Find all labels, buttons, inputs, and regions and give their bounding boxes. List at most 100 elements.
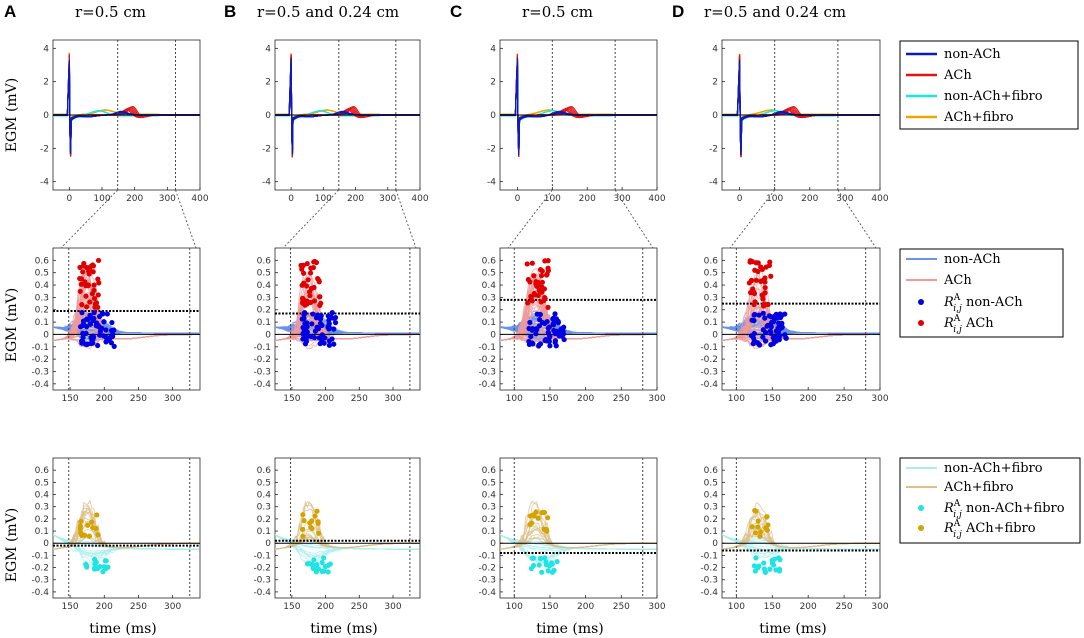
egm-zoom-c-xtick-label-0: 100 (506, 394, 523, 404)
egm-zoom-b-dot-ach-24 (300, 270, 307, 276)
legend-label-nonach: non-ACh (944, 47, 1001, 62)
egm-full-c-ach-trace-0 (500, 57, 657, 157)
egm-full-d-non-trace-5 (722, 63, 880, 156)
egm-zoom-fibro-d-ytick-label-10: 0.6 (704, 466, 719, 476)
egm-zoom-fibro-c-xtick-label-0: 100 (506, 602, 523, 612)
legend-label-ach-zoom: ACh (943, 273, 972, 288)
egm-zoom-fibro-d-ytick-label-7: 0.3 (704, 503, 718, 513)
egm-zoom-c-dot-ach-31 (534, 283, 540, 289)
egm-zoom-fibro-d-ytick-label-5: 0.1 (704, 527, 718, 537)
egm-zoom-fibro-d-xtick-label-2: 200 (800, 602, 817, 612)
egm-zoom-fibro-d-dot-nonach-5 (753, 555, 759, 561)
egm-full-a-nonf-trace-0 (53, 57, 200, 156)
egm-full-c-achf-trace-5 (500, 56, 657, 154)
egm-zoom-fibro-d-ytick-label-4: 0 (712, 539, 718, 549)
egm-zoom-b-dot-nonach-36 (326, 326, 332, 332)
egm-zoom-fibro-b-dot-ach-9 (309, 518, 315, 524)
egm-zoom-b-dot-nonach-39 (311, 334, 317, 341)
egm-zoom-fibro-d-xtick-label-1: 150 (764, 602, 781, 612)
egm-zoom-fibro-b-xtick-label-2: 250 (351, 602, 368, 612)
egm-zoom-a-dot-nonach-44 (97, 332, 103, 338)
egm-full-a-non-trace-4 (53, 62, 200, 154)
egm-full-a-ach-trace-3 (53, 56, 200, 155)
egm-zoom-a-dot-ach-29 (92, 304, 98, 310)
egm-zoom-a-ytick-label-6: 0.2 (35, 306, 49, 316)
egm-full-a-ach-trace-5 (53, 57, 200, 156)
egm-zoom-b-dot-nonach-43 (304, 320, 310, 326)
egm-zoom-d-dot-nonach-18 (769, 319, 775, 326)
egm-full-b-ytick-label-3: 2 (265, 78, 271, 88)
egm-zoom-b-dot-nonach-31 (317, 316, 324, 322)
egm-full-b-non-trace-2 (275, 58, 420, 151)
egm-full-c-non-trace-2 (500, 60, 657, 155)
egm-full-d-ach-trace-2 (722, 55, 880, 158)
egm-full-b-traces (275, 53, 420, 158)
egm-full-a-achf-trace-4 (53, 52, 200, 157)
egm-zoom-fibro-a-ytick-label-3: -0.1 (31, 551, 49, 561)
egm-zoom-d-dot-ach-18 (753, 277, 759, 283)
egm-zoom-c-dot-nonach-59 (547, 334, 553, 340)
egm-zoom-fibro-d-dot-ach-2 (753, 530, 759, 536)
egm-zoom-c-dot-nonach-50 (529, 327, 535, 333)
egm-zoom-a-dot-nonach-17 (103, 327, 109, 333)
egm-zoom-d-dot-ach-21 (758, 278, 764, 285)
egm-zoom-fibro-c-dot-nonach-10 (530, 562, 537, 569)
egm-zoom-fibro-b-ytick-label-9: 0.5 (257, 478, 271, 488)
egm-zoom-a-dot-nonach-47 (82, 341, 89, 347)
egm-zoom-fibro-d-ytick-label-1: -0.3 (700, 576, 718, 586)
egm-full-a: 0 100 200 300 400 -4 -2 0 2 4 (40, 39, 209, 204)
egm-full-a-ach-trace-2 (53, 55, 200, 157)
egm-zoom-c-dot-ach-27 (545, 304, 551, 310)
egm-zoom-c-ytick-label-3: -0.1 (478, 343, 496, 353)
egm-zoom-fibro-a-ytick-label-2: -0.2 (31, 564, 49, 574)
egm-zoom-fibro-b-dot-nonach-16 (327, 561, 333, 567)
egm-zoom-d-xtick-label-3: 250 (835, 394, 852, 404)
egm-zoom-d-ytick-label-0: -0.4 (700, 380, 718, 390)
egm-zoom-b-ytick-label-1: -0.3 (253, 367, 271, 377)
egm-zoom-fibro-c: 100 150 200 250 300 -0.4 -0.3 -0.2 -0.1 0 0.1 0.2 0.… (478, 457, 666, 612)
egm-full-c-ytick-label-3: 2 (490, 78, 496, 88)
egm-full-a-ytick-label-4: 4 (43, 44, 49, 54)
egm-zoom-d-dot-ach-2 (762, 284, 768, 291)
egm-full-b-achf-trace-3 (275, 55, 420, 156)
panel-headers: A r=0.5 cm B r=0.5 and 0.24 cm C r=0.5 c… (4, 2, 846, 21)
egm-full-d-ach-trace-0 (722, 54, 880, 158)
egm-zoom-c-dot-ach-8 (524, 261, 530, 267)
egm-zoom-a-dot-ach-20 (77, 288, 83, 295)
egm-zoom-fibro-d-ytick-label-8: 0.4 (704, 491, 719, 501)
egm-zoom-d-dot-nonach-28 (783, 335, 789, 341)
egm-zoom-c-dot-nonach-32 (546, 338, 552, 345)
egm-zoom-c-dot-nonach-19 (530, 341, 536, 347)
egm-zoom-fibro-b-ytick-label-8: 0.4 (257, 491, 272, 501)
egm-zoom-c-dot-ach-35 (545, 265, 551, 271)
egm-full-b-non-trace-3 (275, 57, 420, 155)
egm-full-a-xtick-label-1: 100 (93, 194, 110, 204)
egm-zoom-a-dot-ach-27 (84, 304, 90, 310)
egm-zoom-d-xtick-label-0: 100 (728, 394, 745, 404)
egm-zoom-fibro-a-dot-nonach-13 (100, 569, 106, 575)
egm-zoom-b-dot-ach-35 (299, 282, 305, 288)
egm-zoom-d-traces (722, 258, 880, 350)
egm-full-d-achf-trace-3 (722, 55, 880, 157)
egm-zoom-fibro-a-ytick-label-10: 0.6 (35, 466, 50, 476)
egm-zoom-fibro-c-dot-nonach-15 (529, 555, 535, 561)
egm-zoom-b-dot-ach-18 (311, 259, 317, 265)
egm-zoom-c-dot-ach-14 (529, 298, 535, 304)
egm-zoom-b-ytick-label-6: 0.2 (257, 306, 271, 316)
egm-zoom-d-dot-nonach-49 (760, 310, 766, 316)
egm-zoom-fibro-a-dot-ach-4 (78, 530, 84, 536)
egm-zoom-c-traces (500, 258, 657, 349)
egm-full-b-xtick-label-3: 300 (379, 194, 396, 204)
egm-zoom-fibro-d-xtick-label-4: 300 (871, 602, 888, 612)
egm-zoom-fibro-c-dot-nonach-6 (537, 555, 544, 562)
egm-zoom-d-ytick-label-5: 0.1 (704, 318, 718, 328)
egm-full-c-connector-right (614, 189, 654, 249)
egm-zoom-fibro-b-ytick-label-4: 0 (265, 539, 271, 549)
egm-zoom-a-dot-ach-4 (87, 299, 93, 305)
egm-zoom-c-dot-nonach-48 (555, 320, 561, 326)
egm-full-d-nonf-trace-4 (722, 63, 880, 153)
egm-zoom-fibro-d-ytick-label-0: -0.4 (700, 588, 718, 598)
egm-zoom-d-xtick-label-2: 200 (800, 394, 817, 404)
egm-zoom-a-dot-nonach-53 (107, 335, 113, 341)
